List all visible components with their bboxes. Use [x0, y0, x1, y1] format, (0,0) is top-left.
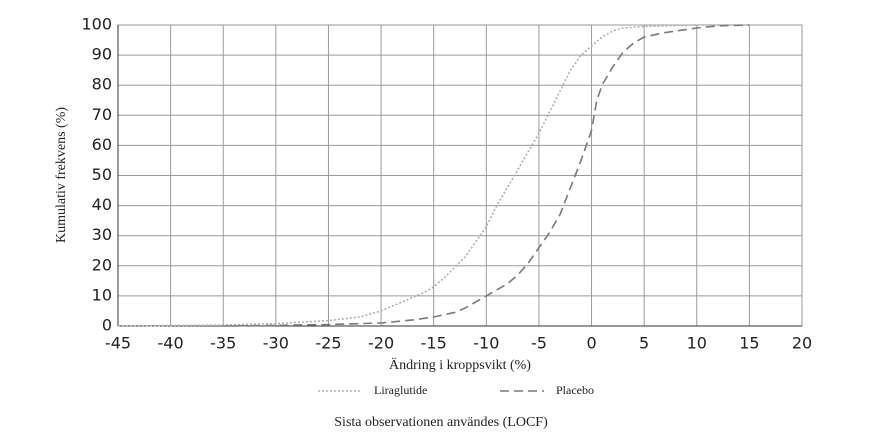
y-tick-label: 30 [92, 225, 112, 244]
x-tick-label: -25 [315, 334, 341, 353]
legend-label: Liraglutide [374, 383, 427, 397]
x-tick-label: -5 [531, 334, 547, 353]
x-axis-label: Ändring i kroppsvikt (%) [389, 356, 531, 373]
y-tick-label: 60 [92, 135, 112, 154]
y-tick-label: 100 [81, 15, 112, 34]
y-tick-label: 90 [92, 45, 112, 64]
x-tick-label: -45 [105, 334, 131, 353]
x-tick-label: -20 [368, 334, 394, 353]
data-line [223, 24, 750, 327]
y-tick-label: 10 [92, 285, 112, 304]
y-tick-label: 0 [102, 316, 112, 335]
x-tick-label: 5 [639, 334, 649, 353]
legend-label: Placebo [556, 383, 594, 397]
x-tick-label: 10 [687, 334, 707, 353]
y-tick-label: 70 [92, 105, 112, 124]
x-tick-label: 0 [586, 334, 596, 353]
x-tick-label: 15 [739, 334, 759, 353]
y-tick-label: 80 [92, 75, 112, 94]
y-tick-label: 20 [92, 255, 112, 274]
x-tick-label: -30 [263, 334, 289, 353]
y-tick-label: 40 [92, 195, 112, 214]
y-tick-label: 50 [92, 165, 112, 184]
x-tick-label: -40 [158, 334, 184, 353]
x-tick-label: -35 [210, 334, 236, 353]
x-tick-label: -10 [473, 334, 499, 353]
x-tick-label: 20 [792, 334, 812, 353]
y-axis-label: Kumulativ frekvens (%) [54, 107, 69, 243]
x-tick-label: -15 [421, 334, 447, 353]
footnote: Sista observationen användes (LOCF) [334, 415, 548, 430]
data-line [117, 24, 750, 327]
